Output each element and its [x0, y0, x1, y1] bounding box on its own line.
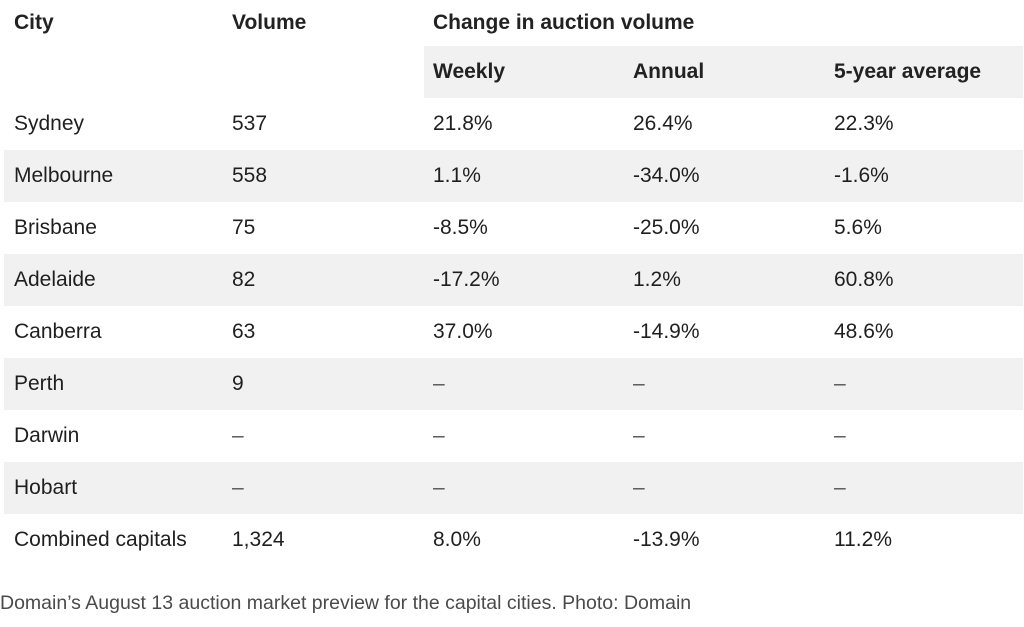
table-header-row: City Volume Change in auction volume — [4, 0, 1023, 46]
table-row-sydney: Sydney 537 21.8% 26.4% 22.3% — [4, 98, 1023, 150]
cell-five-year: 60.8% — [834, 268, 894, 291]
table-row-canberra: Canberra 63 37.0% -14.9% 48.6% — [4, 306, 1023, 358]
cell-weekly: -17.2% — [433, 268, 500, 291]
cell-annual: 26.4% — [633, 112, 693, 135]
cell-annual: -34.0% — [633, 164, 700, 187]
subheader-background — [424, 46, 1023, 98]
cell-five-year: 48.6% — [834, 320, 894, 343]
cell-city: Darwin — [14, 424, 80, 447]
header-five-year: 5-year average — [834, 60, 982, 83]
cell-city: Canberra — [14, 320, 102, 343]
cell-annual: -14.9% — [633, 320, 700, 343]
cell-five-year: – — [834, 372, 846, 395]
header-change-group: Change in auction volume — [433, 11, 695, 34]
cell-annual: – — [633, 476, 645, 499]
cell-volume: 9 — [232, 372, 244, 395]
cell-weekly: – — [433, 372, 445, 395]
cell-five-year: 5.6% — [834, 216, 882, 239]
cell-annual: – — [633, 424, 645, 447]
cell-city: Combined capitals — [14, 528, 187, 551]
cell-volume: 75 — [232, 216, 256, 239]
cell-volume: 82 — [232, 268, 256, 291]
table-row-melbourne: Melbourne 558 1.1% -34.0% -1.6% — [4, 150, 1023, 202]
table-row-brisbane: Brisbane 75 -8.5% -25.0% 5.6% — [4, 202, 1023, 254]
auction-volume-table: City Volume Change in auction volume Wee… — [4, 0, 1023, 566]
cell-five-year: 22.3% — [834, 112, 894, 135]
cell-annual: 1.2% — [633, 268, 681, 291]
cell-five-year: – — [834, 476, 846, 499]
cell-annual: -25.0% — [633, 216, 700, 239]
table-row-perth: Perth 9 – – – — [4, 358, 1023, 410]
cell-weekly: -8.5% — [433, 216, 488, 239]
table-row-darwin: Darwin – – – – — [4, 410, 1023, 462]
cell-five-year: -1.6% — [834, 164, 889, 187]
cell-city: Brisbane — [14, 216, 97, 239]
header-city: City — [14, 11, 54, 34]
cell-five-year: – — [834, 424, 846, 447]
cell-weekly: 8.0% — [433, 528, 481, 551]
cell-city: Sydney — [14, 112, 85, 135]
table-row-combined-capitals: Combined capitals 1,324 8.0% -13.9% 11.2… — [4, 514, 1023, 566]
cell-weekly: 1.1% — [433, 164, 481, 187]
table-row-hobart: Hobart – – – – — [4, 462, 1023, 514]
cell-weekly: 21.8% — [433, 112, 493, 135]
header-volume: Volume — [232, 11, 307, 34]
header-annual: Annual — [633, 60, 705, 83]
cell-volume: 537 — [232, 112, 268, 135]
cell-volume: 558 — [232, 164, 268, 187]
cell-city: Melbourne — [14, 164, 114, 187]
cell-city: Hobart — [14, 476, 78, 499]
cell-volume: – — [232, 476, 244, 499]
table-row-adelaide: Adelaide 82 -17.2% 1.2% 60.8% — [4, 254, 1023, 306]
cell-weekly: – — [433, 476, 445, 499]
cell-five-year: 11.2% — [834, 528, 892, 551]
table-subheader-row: Weekly Annual 5-year average — [4, 46, 1023, 98]
cell-annual: – — [633, 372, 645, 395]
header-weekly: Weekly — [433, 60, 505, 83]
cell-city: Adelaide — [14, 268, 96, 291]
cell-annual: -13.9% — [633, 528, 700, 551]
cell-weekly: 37.0% — [433, 320, 493, 343]
cell-volume: – — [232, 424, 244, 447]
cell-volume: 63 — [232, 320, 256, 343]
cell-city: Perth — [14, 372, 65, 395]
image-caption: Domain’s August 13 auction market previe… — [0, 592, 692, 614]
cell-weekly: – — [433, 424, 445, 447]
cell-volume: 1,324 — [232, 528, 285, 551]
